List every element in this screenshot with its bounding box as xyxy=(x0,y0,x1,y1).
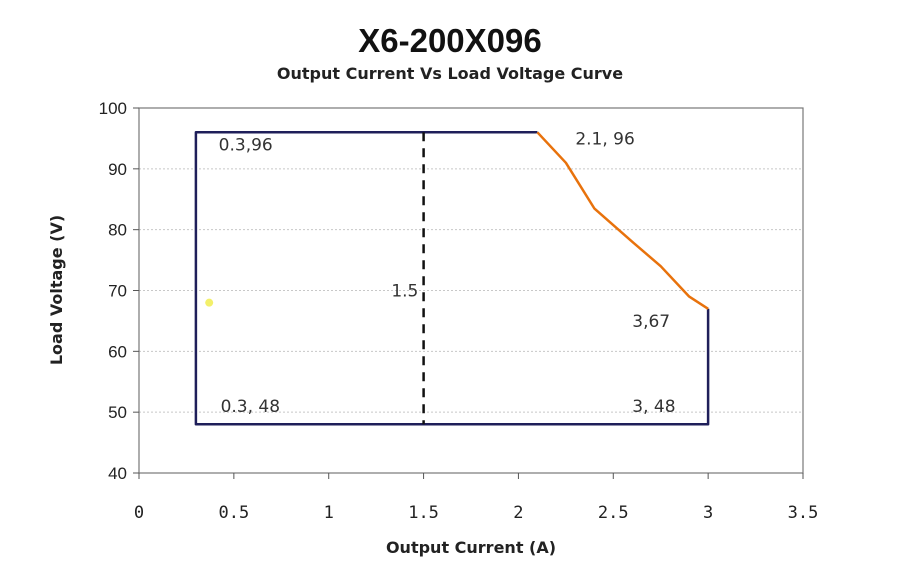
x-tick-labels: 0 0.5 1 1.5 2 2.5 3 3.5 xyxy=(134,473,818,523)
y-tick-labels: 40 50 60 70 80 90 100 xyxy=(99,99,139,483)
grid-lines xyxy=(139,168,803,413)
series-line xyxy=(536,131,709,310)
x-tick-label: 2 xyxy=(513,503,523,523)
annotation-label: 2.1, 96 xyxy=(575,130,634,150)
x-tick-label: 0.5 xyxy=(218,503,249,523)
y-tick-label: 70 xyxy=(108,282,127,301)
annotation-label: 0.3,96 xyxy=(219,136,273,156)
series-lines xyxy=(194,131,710,426)
y-tick-label: 60 xyxy=(108,342,127,361)
y-tick-label: 40 xyxy=(108,464,127,483)
y-tick-label: 50 xyxy=(108,403,127,422)
annotation-label: 1.5 xyxy=(391,282,418,302)
annotation-label: 3, 48 xyxy=(632,397,675,417)
x-tick-label: 1 xyxy=(324,503,334,523)
series-line xyxy=(194,131,710,426)
x-tick-label: 3 xyxy=(703,503,713,523)
x-tick-label: 1.5 xyxy=(408,503,439,523)
y-tick-label: 90 xyxy=(108,160,127,179)
chart-title: X6-200X096 xyxy=(358,22,542,59)
y-tick-label: 80 xyxy=(108,221,127,240)
x-axis-label: Output Current (A) xyxy=(386,538,556,557)
annotations: 0.3,96 2.1, 96 1.5 3,67 0.3, 48 3, 48 xyxy=(219,130,676,418)
y-axis-label: Load Voltage (V) xyxy=(47,215,66,365)
chart-subtitle: Output Current Vs Load Voltage Curve xyxy=(276,64,624,83)
x-tick-label: 3.5 xyxy=(788,503,819,523)
annotation-label: 0.3, 48 xyxy=(221,397,280,417)
x-tick-label: 0 xyxy=(134,503,144,523)
x-tick-label: 2.5 xyxy=(598,503,629,523)
annotation-label: 3,67 xyxy=(632,312,670,332)
y-tick-label: 100 xyxy=(99,99,127,118)
point-marker xyxy=(205,298,214,307)
